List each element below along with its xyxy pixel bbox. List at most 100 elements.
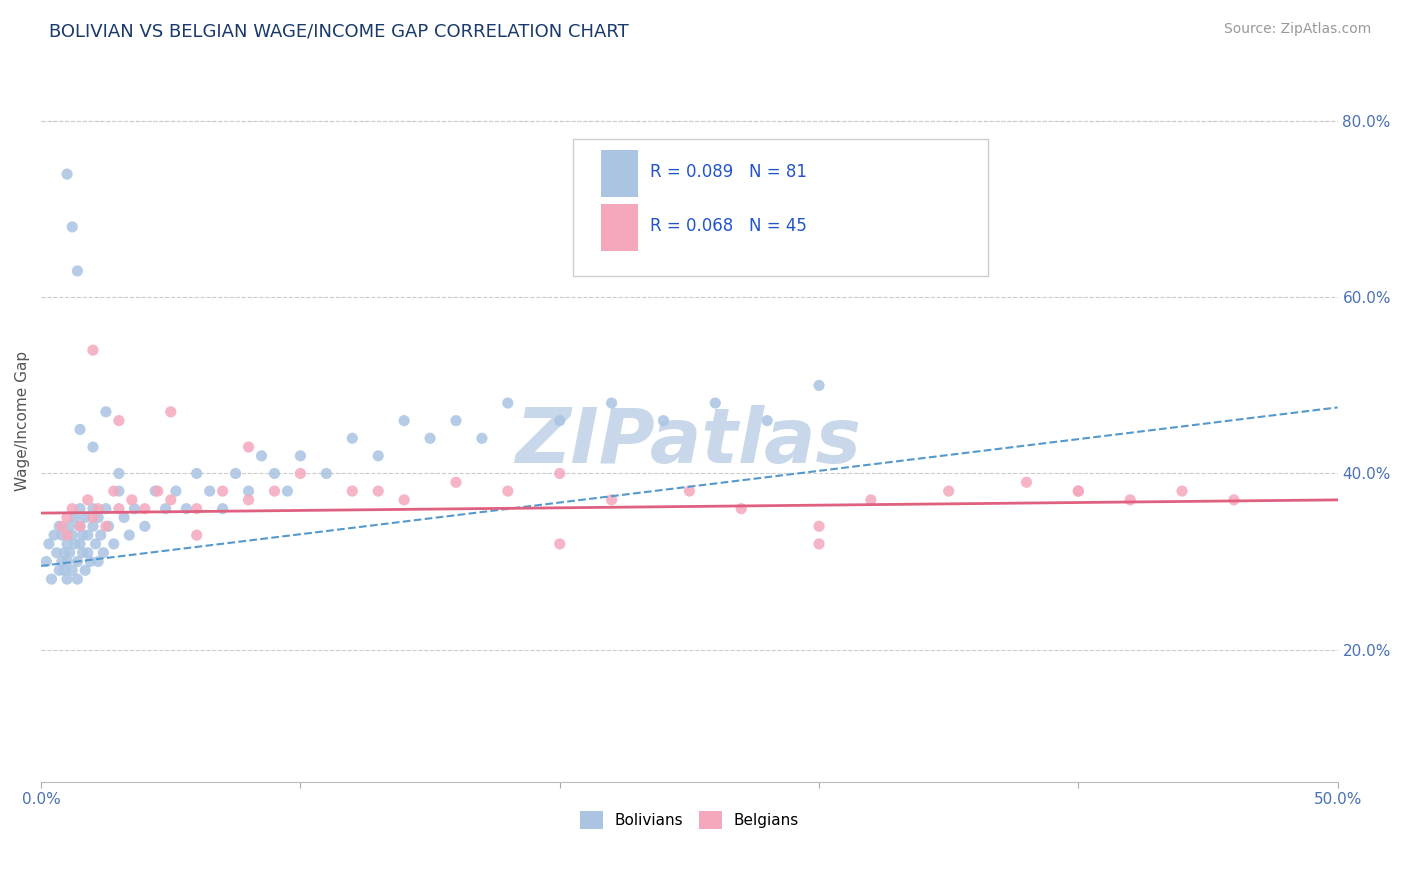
Point	[496, 396, 519, 410]
Point	[548, 537, 571, 551]
Text: Source: ZipAtlas.com: Source: ZipAtlas.com	[1223, 22, 1371, 37]
Point	[367, 449, 389, 463]
Point	[600, 492, 623, 507]
Legend: Bolivians, Belgians: Bolivians, Belgians	[574, 805, 806, 836]
Point	[63, 510, 86, 524]
Point	[108, 467, 131, 481]
Point	[392, 414, 415, 428]
Point	[82, 510, 104, 524]
Point	[76, 528, 98, 542]
Point	[263, 467, 285, 481]
Point	[704, 396, 727, 410]
Point	[496, 484, 519, 499]
Point	[121, 492, 143, 507]
Point	[165, 484, 187, 499]
Point	[444, 475, 467, 490]
Point	[1119, 492, 1142, 507]
Point	[87, 501, 110, 516]
Point	[108, 414, 131, 428]
Point	[211, 501, 233, 516]
Point	[56, 572, 79, 586]
Point	[134, 519, 156, 533]
Point	[652, 414, 675, 428]
Point	[84, 537, 107, 551]
Point	[93, 546, 115, 560]
Point	[211, 484, 233, 499]
Point	[103, 537, 125, 551]
Text: ZIPatlas: ZIPatlas	[516, 405, 862, 479]
Point	[548, 467, 571, 481]
Point	[471, 431, 494, 445]
Point	[756, 414, 779, 428]
Point	[51, 519, 73, 533]
Point	[938, 484, 960, 499]
Point	[94, 501, 117, 516]
Point	[198, 484, 221, 499]
Point	[69, 519, 91, 533]
Point	[51, 528, 73, 542]
Point	[76, 546, 98, 560]
Point	[808, 537, 831, 551]
Point	[108, 484, 131, 499]
Point	[159, 492, 181, 507]
Point	[124, 501, 146, 516]
Point	[82, 519, 104, 533]
Point	[1015, 475, 1038, 490]
Point	[35, 555, 58, 569]
Point	[186, 528, 208, 542]
Point	[90, 528, 112, 542]
Point	[87, 555, 110, 569]
FancyBboxPatch shape	[602, 150, 637, 197]
Point	[48, 563, 70, 577]
Point	[82, 501, 104, 516]
Point	[41, 572, 63, 586]
Point	[69, 422, 91, 436]
FancyBboxPatch shape	[572, 139, 987, 277]
Text: BOLIVIAN VS BELGIAN WAGE/INCOME GAP CORRELATION CHART: BOLIVIAN VS BELGIAN WAGE/INCOME GAP CORR…	[49, 22, 628, 40]
Point	[42, 528, 65, 542]
Point	[48, 519, 70, 533]
Point	[155, 501, 177, 516]
Point	[59, 546, 82, 560]
Point	[146, 484, 169, 499]
Point	[225, 467, 247, 481]
Point	[82, 343, 104, 358]
Point	[1067, 484, 1090, 499]
Point	[69, 537, 91, 551]
Point	[82, 440, 104, 454]
Point	[108, 501, 131, 516]
Point	[276, 484, 298, 499]
Point	[1223, 492, 1246, 507]
Point	[238, 484, 260, 499]
Point	[342, 431, 364, 445]
Point	[38, 537, 60, 551]
Point	[176, 501, 198, 516]
Point	[87, 510, 110, 524]
Point	[859, 492, 882, 507]
Point	[66, 572, 89, 586]
Point	[600, 396, 623, 410]
Point	[69, 519, 91, 533]
Point	[60, 219, 83, 234]
Point	[238, 440, 260, 454]
Point	[1067, 484, 1090, 499]
Point	[367, 484, 389, 499]
Point	[808, 519, 831, 533]
Point	[118, 528, 141, 542]
Point	[76, 492, 98, 507]
Point	[290, 449, 312, 463]
Point	[263, 484, 285, 499]
Point	[53, 563, 76, 577]
Point	[56, 167, 79, 181]
Point	[342, 484, 364, 499]
Text: R = 0.068   N = 45: R = 0.068 N = 45	[651, 217, 807, 235]
Point	[56, 555, 79, 569]
Point	[419, 431, 441, 445]
Point	[186, 501, 208, 516]
Point	[59, 519, 82, 533]
Point	[63, 537, 86, 551]
Point	[143, 484, 166, 499]
Point	[60, 563, 83, 577]
Point	[56, 510, 79, 524]
Point	[53, 546, 76, 560]
